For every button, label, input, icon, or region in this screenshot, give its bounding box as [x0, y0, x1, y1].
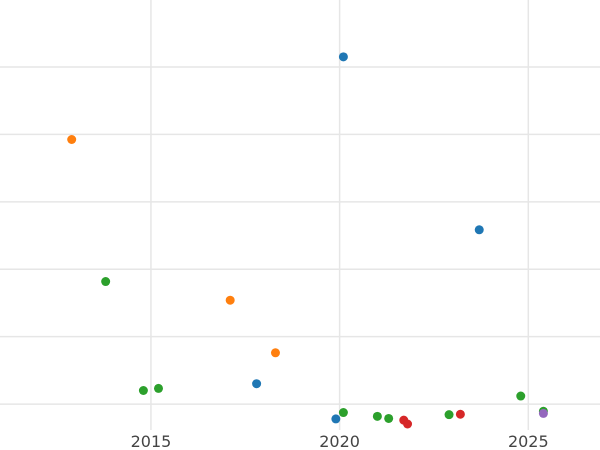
data-point	[384, 413, 394, 423]
data-points	[67, 52, 548, 429]
data-point	[138, 386, 148, 396]
data-point	[153, 383, 163, 393]
grid	[0, 0, 600, 430]
data-point	[474, 225, 484, 235]
data-point	[372, 411, 382, 421]
data-point	[338, 408, 348, 418]
data-point	[252, 379, 262, 389]
data-point	[516, 391, 526, 401]
data-point	[225, 295, 235, 305]
x-tick-label: 2020	[319, 432, 360, 450]
data-point	[403, 419, 413, 429]
data-point	[538, 408, 548, 418]
x-axis-ticks: 2015 2020 2025	[131, 432, 549, 450]
x-tick-label: 2015	[131, 432, 172, 450]
data-point	[331, 414, 341, 424]
data-point	[101, 277, 111, 287]
data-point	[455, 409, 465, 419]
data-point	[67, 134, 77, 144]
data-point	[270, 348, 280, 358]
data-point	[444, 410, 454, 420]
data-point	[338, 52, 348, 62]
x-tick-label: 2025	[508, 432, 549, 450]
